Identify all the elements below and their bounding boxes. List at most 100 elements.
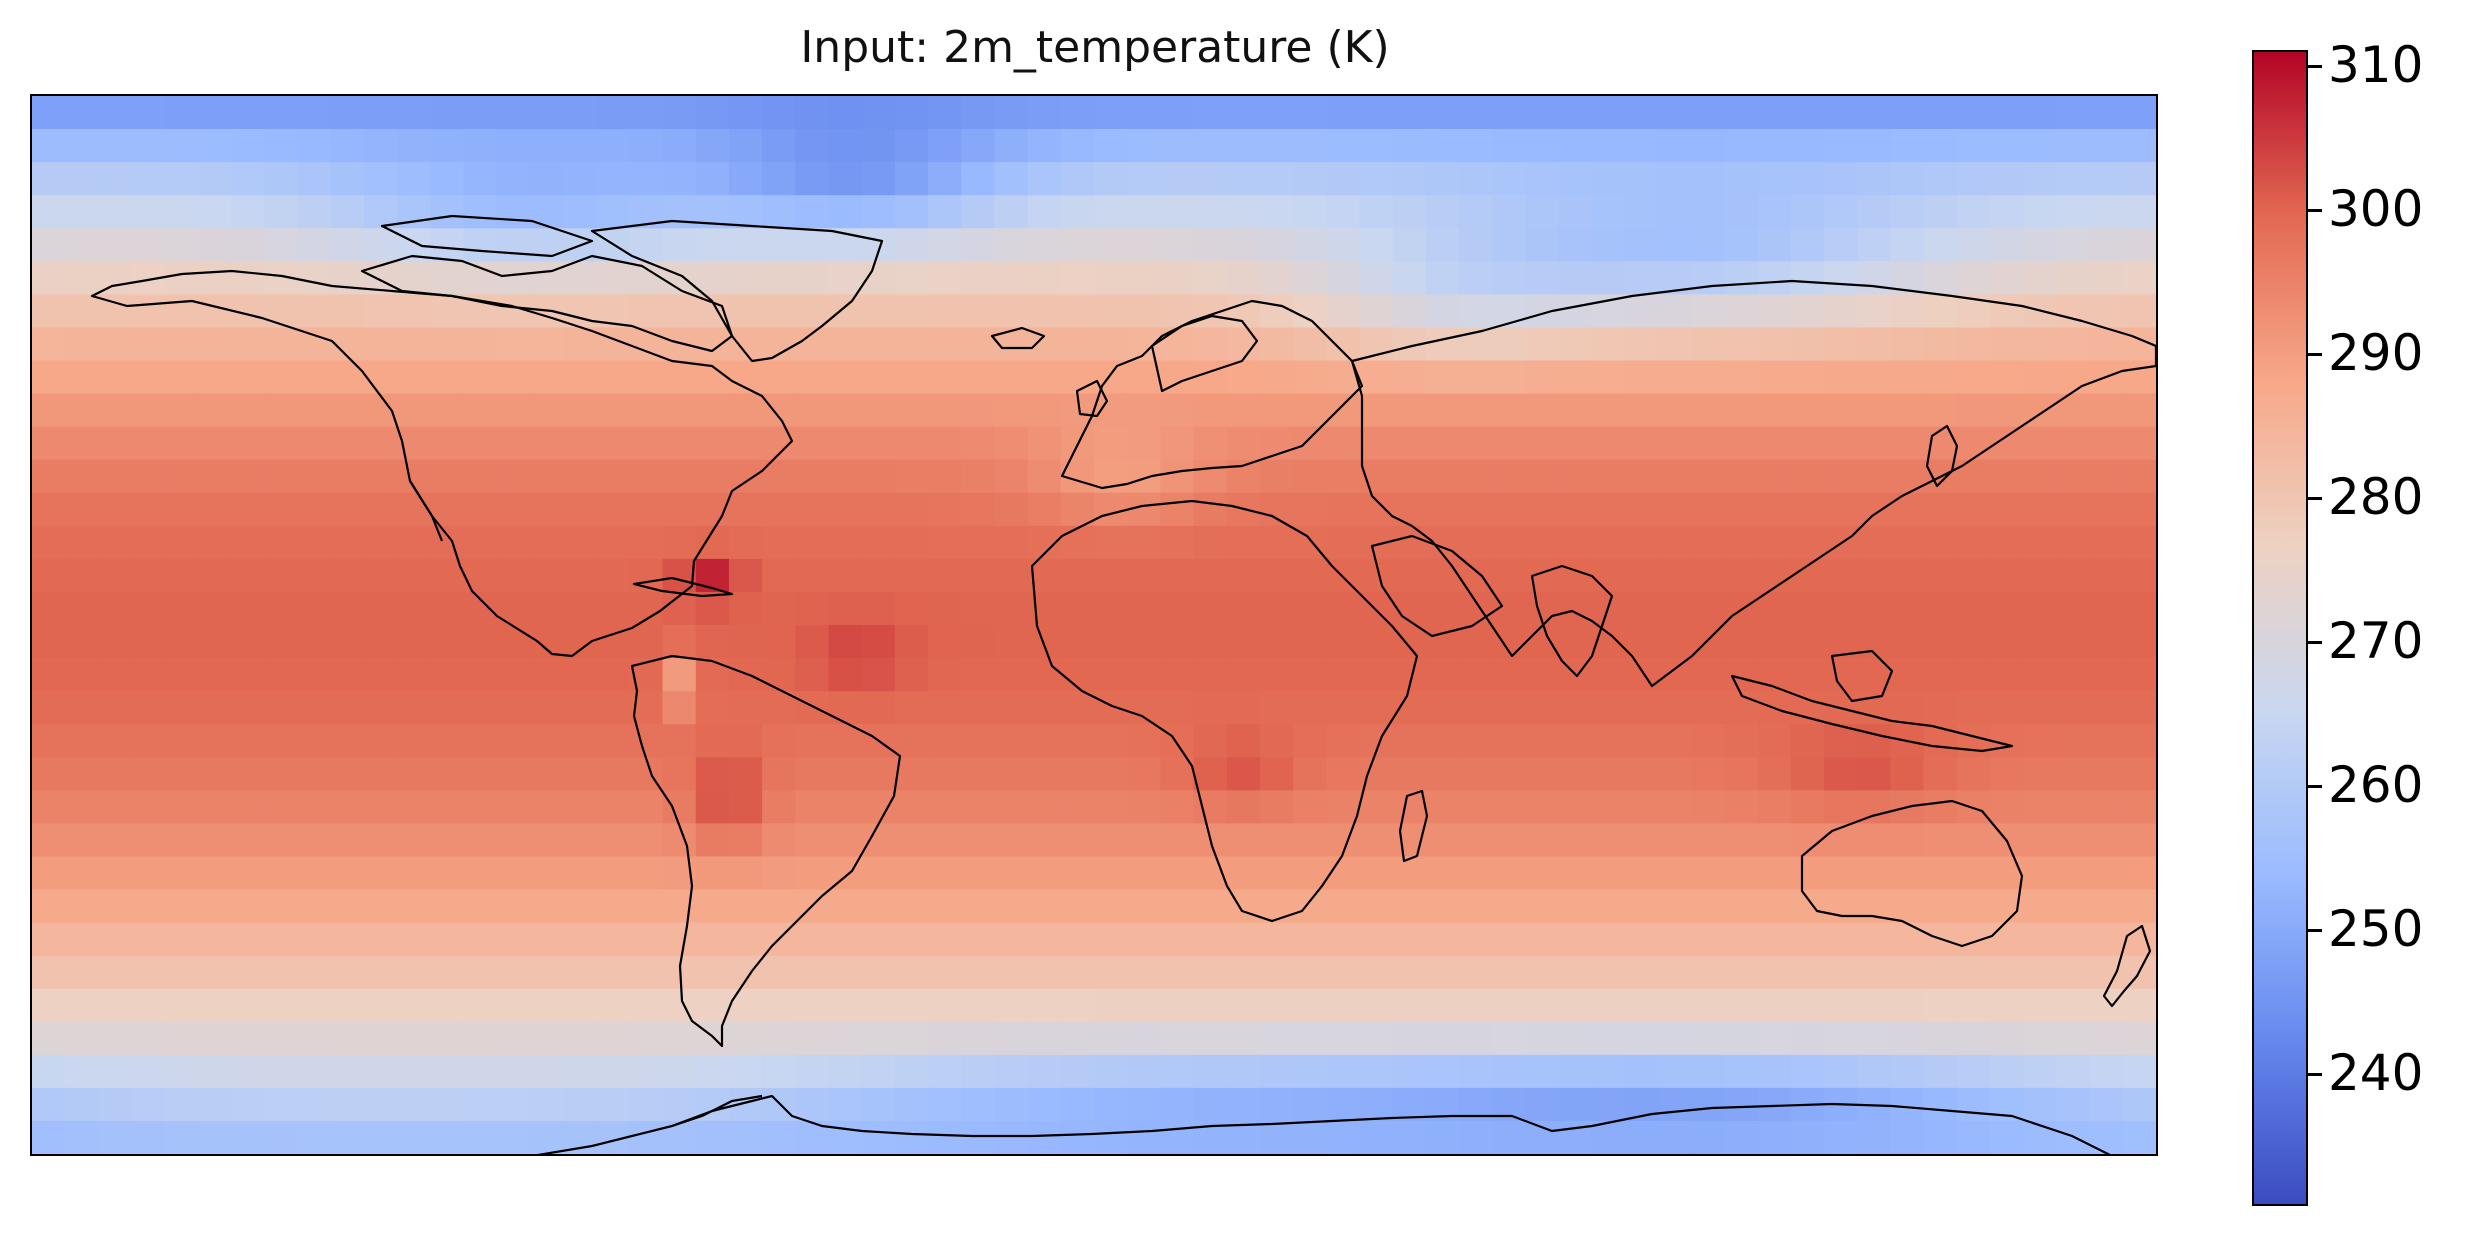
heatmap-cell xyxy=(529,129,564,163)
heatmap-cell xyxy=(1160,988,1195,1023)
heatmap-cell xyxy=(1459,129,1493,163)
heatmap-cell xyxy=(496,889,531,924)
heatmap-cell xyxy=(1857,327,1892,362)
heatmap-cell xyxy=(363,988,398,1023)
heatmap-cell xyxy=(297,823,332,858)
heatmap-cell xyxy=(762,525,796,560)
heatmap-cell xyxy=(1127,790,1161,824)
heatmap-cell xyxy=(1691,1120,1726,1154)
heatmap-cell xyxy=(1658,492,1692,527)
heatmap-cell xyxy=(529,195,564,229)
heatmap-cell xyxy=(1658,525,1692,560)
heatmap-cell xyxy=(1956,360,1991,395)
heatmap-cell xyxy=(1160,790,1195,824)
heatmap-cell xyxy=(1459,459,1493,494)
heatmap-cell xyxy=(861,625,896,659)
heatmap-cell xyxy=(65,856,99,891)
heatmap-cell xyxy=(894,691,929,725)
heatmap-cell xyxy=(197,525,232,560)
heatmap-cell xyxy=(231,360,265,395)
heatmap-cell xyxy=(2056,625,2091,659)
heatmap-cell xyxy=(1658,757,1692,791)
heatmap-cell xyxy=(496,790,531,824)
heatmap-cell xyxy=(1724,195,1759,229)
heatmap-cell xyxy=(1459,525,1493,560)
heatmap-cell xyxy=(861,955,896,990)
heatmap-cell xyxy=(98,1054,133,1089)
heatmap-cell xyxy=(1226,426,1261,461)
heatmap-cell xyxy=(1691,1021,1726,1056)
heatmap-cell xyxy=(596,261,630,295)
heatmap-cell xyxy=(297,1120,332,1154)
heatmap-cell xyxy=(1293,228,1327,262)
heatmap-cell xyxy=(363,757,398,791)
heatmap-cell xyxy=(1193,360,1228,395)
heatmap-cell xyxy=(1027,129,1062,163)
heatmap-cell xyxy=(1956,691,1991,725)
heatmap-cell xyxy=(1326,360,1361,395)
heatmap-cell xyxy=(1326,988,1361,1023)
heatmap-cell xyxy=(463,889,498,924)
heatmap-cell xyxy=(994,393,1029,428)
heatmap-cell xyxy=(1094,525,1128,560)
heatmap-cell xyxy=(98,129,133,163)
heatmap-cell xyxy=(32,889,66,924)
heatmap-cell xyxy=(728,823,763,858)
heatmap-cell xyxy=(2056,162,2091,196)
heatmap-cell xyxy=(795,96,830,130)
heatmap-cell xyxy=(1558,922,1593,957)
heatmap-cell xyxy=(297,658,332,692)
heatmap-cell xyxy=(1824,459,1858,494)
heatmap-cell xyxy=(1160,96,1195,130)
heatmap-cell xyxy=(795,294,830,329)
heatmap-cell xyxy=(1060,195,1095,229)
heatmap-cell xyxy=(1757,1120,1792,1154)
heatmap-cell xyxy=(1691,724,1726,758)
heatmap-cell xyxy=(98,823,133,858)
heatmap-cell xyxy=(961,360,996,395)
heatmap-cell xyxy=(330,459,365,494)
heatmap-cell xyxy=(197,1021,232,1056)
heatmap-cell xyxy=(928,724,962,758)
heatmap-cell xyxy=(363,492,398,527)
heatmap-cell xyxy=(695,922,730,957)
heatmap-cell xyxy=(2023,591,2058,626)
heatmap-cell xyxy=(463,393,498,428)
heatmap-cell xyxy=(1790,1021,1825,1056)
heatmap-cell xyxy=(1293,988,1327,1023)
heatmap-cell xyxy=(1193,955,1228,990)
heatmap-cell xyxy=(1127,558,1161,593)
heatmap-cell xyxy=(1956,591,1991,626)
heatmap-cell xyxy=(1359,922,1394,957)
heatmap-cell xyxy=(2056,1087,2091,1122)
heatmap-cell xyxy=(1160,691,1195,725)
heatmap-cell xyxy=(1625,327,1659,362)
heatmap-cell xyxy=(1857,988,1892,1023)
heatmap-cell xyxy=(563,889,597,924)
heatmap-cell xyxy=(928,591,962,626)
heatmap-cell xyxy=(1923,790,1958,824)
heatmap-cell xyxy=(1459,757,1493,791)
heatmap-cell xyxy=(1558,889,1593,924)
heatmap-cell xyxy=(397,96,431,130)
heatmap-cell xyxy=(1890,1120,1925,1154)
heatmap-cell xyxy=(330,625,365,659)
heatmap-cell xyxy=(1425,492,1460,527)
heatmap-cell xyxy=(1060,1021,1095,1056)
heatmap-cell xyxy=(1193,558,1228,593)
heatmap-cell xyxy=(529,823,564,858)
heatmap-cell xyxy=(1226,129,1261,163)
heatmap-cell xyxy=(1658,823,1692,858)
heatmap-cell xyxy=(1027,823,1062,858)
heatmap-cell xyxy=(1359,96,1394,130)
heatmap-cell xyxy=(563,162,597,196)
heatmap-cell xyxy=(861,393,896,428)
colorbar-tick-mark xyxy=(2308,1072,2322,1076)
coastline-cuba xyxy=(632,576,734,598)
heatmap-cell xyxy=(430,757,465,791)
heatmap-cell xyxy=(894,988,929,1023)
heatmap-cell xyxy=(1923,558,1958,593)
heatmap-cell xyxy=(330,658,365,692)
heatmap-cell xyxy=(596,1087,630,1122)
heatmap-cell xyxy=(1724,1087,1759,1122)
